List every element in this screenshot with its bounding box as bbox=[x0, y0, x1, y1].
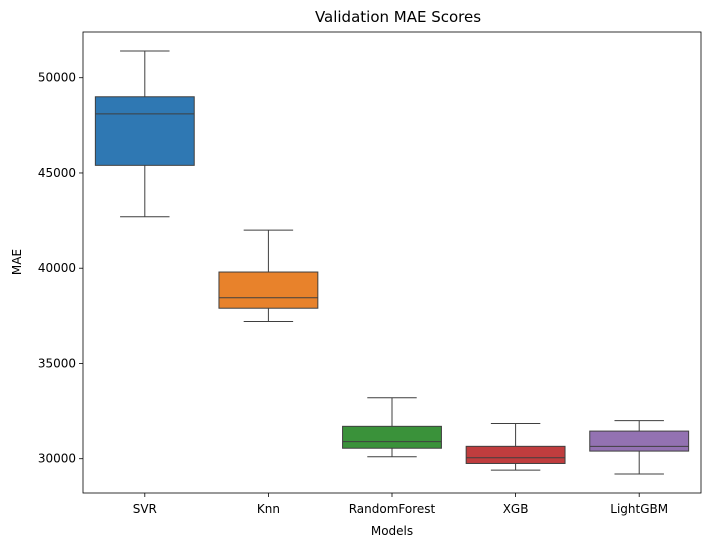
y-axis-ticks: 30000 35000 40000 45000 50000 bbox=[38, 71, 83, 466]
box-knn bbox=[218, 229, 319, 323]
box-lightgbm bbox=[589, 420, 690, 475]
iqr-box bbox=[94, 96, 195, 166]
iqr-box bbox=[465, 445, 566, 464]
y-tick-label: 45000 bbox=[38, 166, 76, 180]
y-tick-label: 50000 bbox=[38, 71, 76, 85]
box-xgb bbox=[465, 422, 566, 471]
plot-area bbox=[94, 50, 690, 475]
x-tick-label: RandomForest bbox=[349, 502, 436, 516]
x-tick-label: SVR bbox=[133, 502, 157, 516]
x-tick-label: XGB bbox=[503, 502, 529, 516]
x-tick-label: Knn bbox=[257, 502, 280, 516]
iqr-box bbox=[218, 271, 319, 309]
y-tick-label: 35000 bbox=[38, 356, 76, 370]
iqr-box bbox=[342, 425, 442, 449]
x-tick-label: LightGBM bbox=[610, 502, 668, 516]
iqr-box bbox=[589, 430, 690, 452]
box-svr bbox=[94, 50, 195, 218]
y-axis-label: MAE bbox=[10, 249, 24, 275]
y-tick-label: 40000 bbox=[38, 261, 76, 275]
axes-frame bbox=[82, 31, 702, 494]
x-axis-label: Models bbox=[371, 524, 413, 538]
chart-title: Validation MAE Scores bbox=[315, 8, 481, 26]
y-tick-label: 30000 bbox=[38, 452, 76, 466]
box-randomforest bbox=[342, 397, 442, 458]
x-axis-ticks: SVR Knn RandomForest XGB LightGBM bbox=[133, 493, 668, 516]
